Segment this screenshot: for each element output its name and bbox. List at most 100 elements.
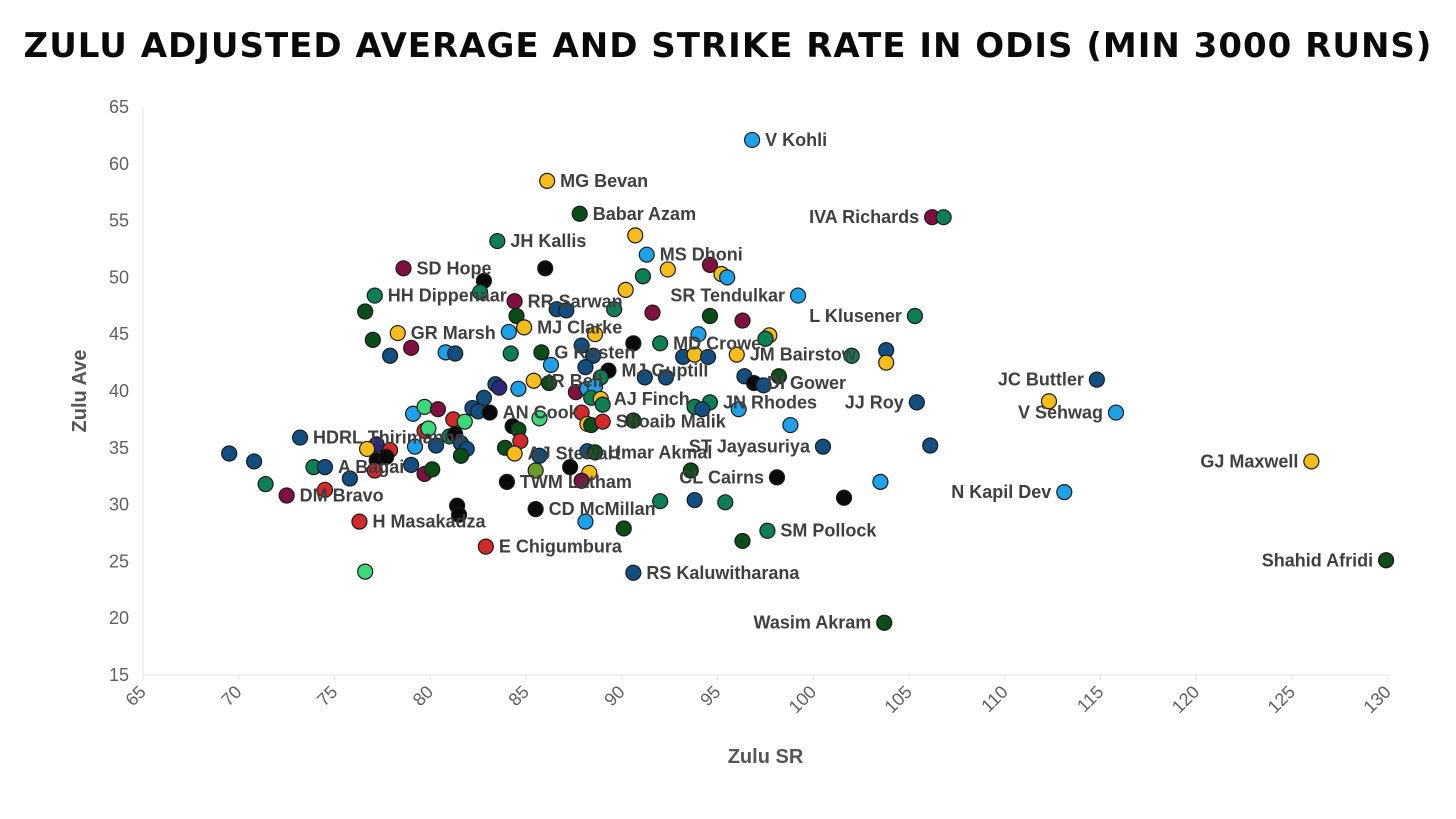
data-point — [506, 293, 523, 310]
data-point — [291, 429, 309, 446]
data-point — [585, 347, 602, 364]
x-tick-label: 90 — [600, 682, 628, 710]
x-axis-label: Zulu SR — [728, 746, 804, 768]
data-point — [627, 227, 644, 244]
data-point — [573, 337, 590, 354]
data-point — [351, 513, 368, 530]
data-point — [527, 462, 544, 479]
data-label: CD McMillan — [549, 499, 656, 519]
data-point — [452, 447, 470, 464]
data-point — [717, 494, 734, 511]
data-label: MD Crowe — [673, 333, 761, 353]
data-label: L Klusener — [809, 306, 902, 326]
data-point — [835, 489, 853, 506]
y-tick-label: 55 — [109, 211, 129, 231]
data-point — [701, 256, 719, 274]
y-tick-label: 60 — [109, 154, 129, 174]
data-label: SR Tendulkar — [670, 286, 785, 306]
chart-title: Zulu Adjusted Average and Strike Rate in… — [23, 26, 1433, 66]
data-point — [389, 324, 406, 342]
data-label: ST Jayasuriya — [689, 437, 811, 457]
y-tick-label: 25 — [109, 551, 129, 571]
data-point — [876, 614, 893, 631]
data-point — [533, 344, 550, 361]
y-tick-label: 30 — [109, 495, 129, 515]
data-label: MG Bevan — [560, 171, 648, 191]
data-point — [594, 413, 611, 430]
data-point — [768, 469, 786, 486]
data-point — [625, 335, 642, 352]
data-label: HH Dippenaar — [388, 286, 507, 306]
data-point — [364, 331, 381, 348]
x-tick-label: 75 — [313, 682, 341, 710]
y-tick-label: 15 — [109, 665, 129, 685]
data-point — [634, 268, 652, 285]
point-labels: V Kohli MG Bevan Babar Azam IVA Richards JH … — [300, 130, 1373, 633]
data-point — [341, 470, 358, 487]
data-point — [638, 246, 655, 263]
data-point — [489, 232, 506, 250]
data-point — [477, 538, 494, 555]
data-point — [701, 307, 719, 325]
data-point — [699, 348, 717, 366]
data-point — [447, 345, 464, 362]
data-point — [734, 532, 751, 550]
data-label: MJ Guptill — [621, 361, 708, 381]
data-point — [502, 345, 519, 362]
data-point — [843, 347, 860, 364]
data-label: Umar Akmal — [608, 442, 712, 462]
data-point — [525, 372, 542, 389]
data-point — [872, 473, 889, 490]
data-point — [562, 459, 579, 476]
data-point — [540, 374, 558, 392]
data-label: A Bagai — [338, 457, 404, 477]
data-point — [719, 269, 736, 286]
data-point — [316, 459, 334, 476]
data-point — [586, 326, 604, 343]
data-point — [456, 413, 473, 430]
x-tick-label: 125 — [1264, 682, 1299, 717]
data-point — [644, 304, 661, 321]
data-label: AN Cook — [503, 403, 580, 423]
data-label: Shahid Afridi — [1262, 550, 1373, 570]
data-point — [1107, 404, 1125, 421]
data-point — [922, 437, 939, 454]
data-label: SD Hope — [416, 258, 491, 278]
data-point — [531, 410, 548, 427]
data-point — [506, 445, 523, 462]
x-tick-label: 110 — [977, 682, 1011, 716]
data-point — [395, 260, 412, 277]
data-label: E Chigumbura — [499, 537, 623, 557]
data-point — [728, 346, 745, 363]
data-point — [472, 284, 489, 301]
data-point — [571, 205, 588, 222]
data-point — [416, 398, 433, 416]
data-label: RR Sarwan — [528, 291, 623, 311]
data-label: AJ Stewart — [528, 443, 621, 463]
data-label: DI Gower — [767, 373, 846, 393]
data-point — [636, 369, 653, 386]
x-tick-label: 115 — [1073, 682, 1107, 716]
data-label: CL Cairns — [679, 467, 764, 487]
data-point — [573, 472, 590, 489]
data-point — [420, 420, 437, 437]
y-tick-label: 20 — [109, 608, 129, 628]
data-label: RS Kaluwitharana — [646, 563, 800, 583]
data-point — [657, 369, 675, 386]
data-point — [403, 456, 420, 473]
data-point — [406, 438, 424, 455]
data-point — [878, 354, 895, 371]
data-points — [221, 131, 1395, 631]
data-label: JM Bairstow — [750, 345, 857, 365]
data-point — [429, 401, 447, 418]
data-label: JJ Roy — [845, 392, 904, 412]
data-point — [542, 356, 560, 373]
x-tick-label: 85 — [505, 682, 533, 710]
data-point — [1303, 453, 1320, 470]
data-label: GJ Maxwell — [1200, 451, 1298, 471]
data-point — [510, 380, 527, 397]
data-point — [730, 401, 747, 418]
x-tick-label: 100 — [785, 682, 820, 717]
data-label: SM Pollock — [780, 521, 877, 541]
